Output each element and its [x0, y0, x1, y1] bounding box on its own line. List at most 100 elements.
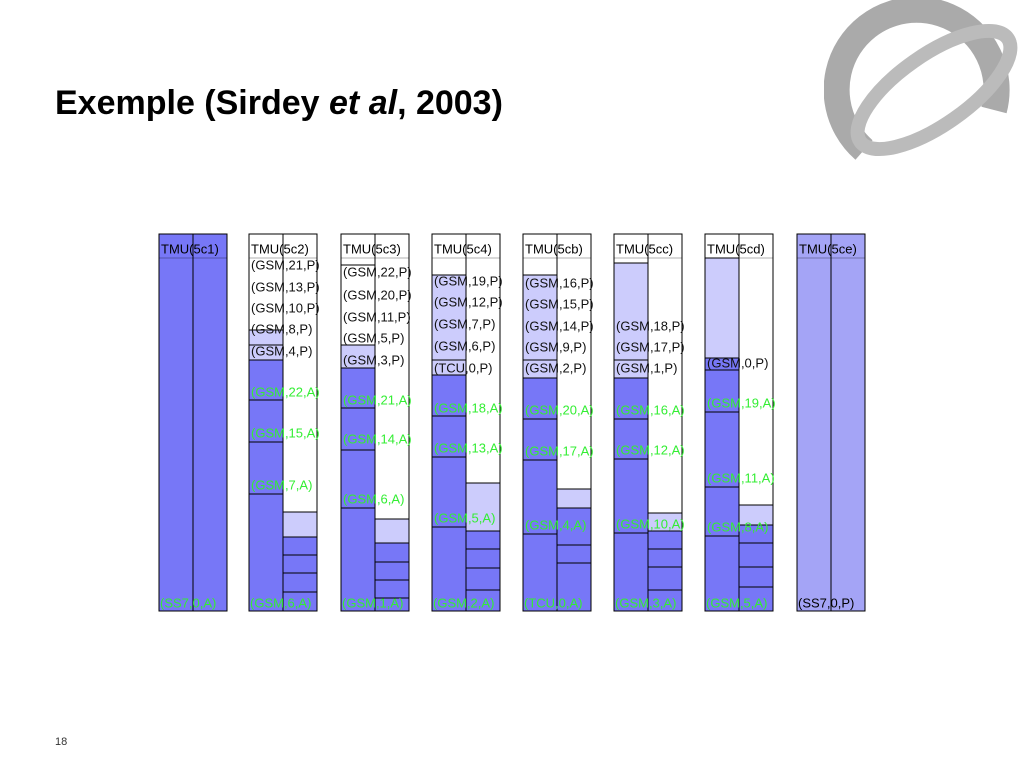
- cell: [647, 566, 683, 591]
- cell: [704, 233, 740, 259]
- cell: [738, 233, 774, 506]
- bottom-label: (GSM,1,A): [342, 595, 403, 610]
- cell: [522, 233, 558, 276]
- placed-label: (GSM,22,P): [343, 264, 412, 279]
- title-suffix: , 2003): [397, 84, 503, 122]
- bottom-label: (SS7,0,P): [798, 595, 854, 610]
- placed-label: (GSM,5,P): [343, 330, 404, 345]
- assigned-label: (GSM,4,A): [525, 517, 586, 532]
- cell: [522, 274, 558, 361]
- placed-label: (GSM,18,P): [616, 318, 685, 333]
- cell: [282, 536, 318, 556]
- assigned-label: (GSM,19,A): [707, 395, 776, 410]
- cell: [465, 233, 501, 484]
- placed-label: (GSM,9,P): [525, 339, 586, 354]
- placed-label: (GSM,4,P): [251, 343, 312, 358]
- title-prefix: Exemple (Sirdey: [55, 84, 330, 122]
- logo: [824, 0, 1018, 160]
- assigned-label: (GSM,15,A): [251, 425, 320, 440]
- cell: [465, 567, 501, 591]
- cell: [556, 507, 592, 546]
- cell: [830, 233, 866, 612]
- assigned-label: (GSM,22,A): [251, 384, 320, 399]
- assigned-label: (GSM,14,A): [343, 431, 412, 446]
- cell: [647, 548, 683, 568]
- placed-label: (GSM,2,P): [525, 360, 586, 375]
- cell: [282, 511, 318, 538]
- cell: [431, 274, 467, 361]
- assigned-label: (GSM,7,A): [251, 477, 312, 492]
- column-header: TMU(5c4): [434, 241, 492, 256]
- placed-label: (GSM,19,P): [434, 273, 503, 288]
- cell: [613, 532, 649, 612]
- cell: [647, 589, 683, 612]
- cell: [192, 233, 228, 612]
- cell: [613, 262, 649, 361]
- cell: [465, 589, 501, 612]
- placed-label: (GSM,1,P): [616, 360, 677, 375]
- placed-label: (GSM,15,P): [525, 296, 594, 311]
- cell: [647, 233, 683, 514]
- column-header: TMU(5cc): [616, 241, 673, 256]
- cell: [374, 542, 410, 563]
- cell: [465, 548, 501, 569]
- cell: [431, 415, 467, 458]
- placed-label: (GSM,8,P): [251, 321, 312, 336]
- cell: [282, 233, 318, 513]
- placed-label: (GSM,17,P): [616, 339, 685, 354]
- assigned-label: (GSM,8,A): [707, 519, 768, 534]
- column-header: TMU(5cd): [707, 241, 765, 256]
- cell: [556, 233, 592, 490]
- cell: [647, 530, 683, 550]
- column-header: TMU(5ce): [799, 241, 857, 256]
- title-italic: et al: [329, 84, 398, 122]
- assigned-label: (GSM,6,A): [343, 491, 404, 506]
- placed-label: (GSM,7,P): [434, 316, 495, 331]
- cell: [282, 591, 318, 612]
- cell: [282, 554, 318, 574]
- cell: [613, 458, 649, 534]
- placed-label: (GSM,16,P): [525, 275, 594, 290]
- column-header: TMU(5c2): [251, 241, 309, 256]
- cell: [374, 518, 410, 544]
- cell: [704, 369, 740, 413]
- logo-swoosh: [850, 23, 1018, 157]
- placed-label: (GSM,11,P): [343, 309, 411, 324]
- cell: [738, 586, 774, 612]
- placed-label: (GSM,14,P): [525, 318, 594, 333]
- cell: [738, 542, 774, 568]
- assigned-label: (GSM,21,A): [343, 392, 412, 407]
- column-header: TMU(5cb): [525, 241, 583, 256]
- placed-label: (GSM,0,P): [707, 355, 768, 370]
- cell: [158, 233, 194, 612]
- cell: [704, 257, 740, 359]
- assigned-label: (GSM,13,A): [434, 440, 503, 455]
- column-header: TMU(5c1): [161, 241, 219, 256]
- cell: [374, 597, 410, 612]
- bottom-label: (GSM,5,A): [706, 595, 767, 610]
- assigned-label: (GSM,10,A): [616, 516, 685, 531]
- placed-label: (GSM,20,P): [343, 287, 412, 302]
- placed-label: (GSM,13,P): [251, 279, 320, 294]
- assigned-label: (GSM,17,A): [525, 443, 594, 458]
- cell: [465, 530, 501, 550]
- assigned-label: (GSM,11,A): [707, 470, 775, 485]
- assigned-label: (GSM,16,A): [616, 402, 685, 417]
- placed-label: (GSM,10,P): [251, 300, 320, 315]
- page-number: 18: [55, 736, 68, 748]
- cell: [431, 374, 467, 417]
- cell: [556, 562, 592, 612]
- cell: [738, 566, 774, 588]
- cell: [431, 526, 467, 612]
- cell: [704, 411, 740, 488]
- placed-label: (GSM,12,P): [434, 294, 503, 309]
- placed-label: (GSM,3,P): [343, 352, 404, 367]
- bottom-label: (TCU,0,A): [524, 595, 583, 610]
- bottom-label: (GSM,2,A): [433, 595, 494, 610]
- cell: [340, 367, 376, 409]
- bottom-label: (GSM,3,A): [615, 595, 676, 610]
- cell: [796, 233, 832, 612]
- assigned-label: (GSM,12,A): [616, 442, 685, 457]
